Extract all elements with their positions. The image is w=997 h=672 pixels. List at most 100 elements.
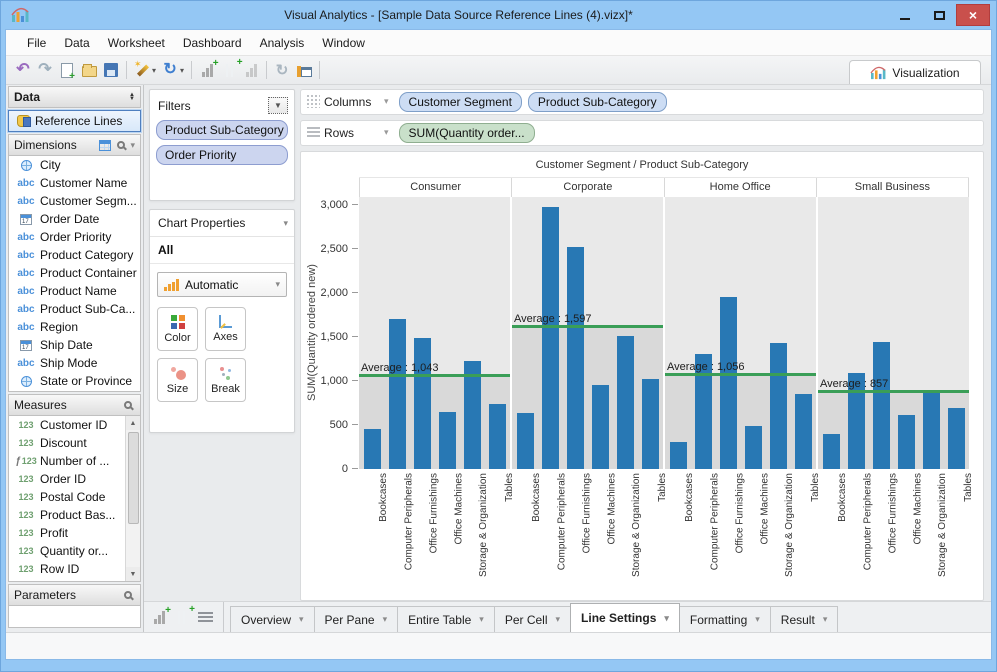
chart-canvas[interactable]: Customer Segment / Product Sub-Category … [300, 150, 984, 601]
field-item[interactable]: abc Product Sub-Ca... [9, 300, 140, 318]
new-document-button[interactable] [56, 59, 78, 82]
columns-pill[interactable]: Customer Segment [398, 91, 522, 112]
tab-per-pane[interactable]: Per Pane ▾ [313, 606, 399, 632]
bar[interactable] [642, 379, 660, 469]
columns-shelf[interactable]: Columns ▾ Customer Segment Product Sub-Ca… [300, 89, 984, 115]
field-item[interactable]: abc Product Name [9, 282, 140, 300]
bar[interactable] [363, 429, 381, 469]
tab-result[interactable]: Result ▾ [769, 606, 839, 632]
bar[interactable] [617, 336, 635, 469]
chart-pane[interactable]: Average : 1,043 [359, 196, 510, 469]
bar[interactable] [948, 408, 966, 469]
undo-button[interactable]: ↶ [12, 59, 34, 81]
bar[interactable] [566, 247, 584, 469]
bar[interactable] [516, 413, 534, 469]
chevron-down-icon[interactable]: ▾ [283, 217, 288, 228]
field-item[interactable]: abc Order Priority [9, 228, 140, 246]
tab-formatting[interactable]: Formatting ▾ [678, 606, 771, 632]
search-icon[interactable] [124, 591, 132, 599]
refresh-dropdown-caret[interactable]: ▾ [180, 65, 185, 75]
average-reference-line[interactable] [512, 325, 663, 329]
bar[interactable] [464, 360, 482, 469]
sort-icon[interactable]: ▲ ▼ [129, 92, 135, 102]
search-icon[interactable] [124, 401, 132, 409]
chevron-down-icon[interactable]: ▾ [299, 614, 304, 624]
field-item[interactable]: 123 Postal Code [9, 488, 125, 506]
save-button[interactable] [100, 59, 122, 81]
minimize-button[interactable] [888, 4, 922, 26]
field-item[interactable]: abc Product Container [9, 264, 140, 282]
reference-lines-item[interactable]: Reference Lines [7, 109, 142, 133]
filter-pill[interactable]: Product Sub-Category [156, 120, 288, 140]
average-reference-line[interactable] [818, 390, 969, 394]
menu-item-analysis[interactable]: Analysis [259, 35, 305, 50]
average-reference-line[interactable] [665, 372, 816, 376]
tab-overview[interactable]: Overview ▾ [230, 606, 315, 632]
chevron-down-icon[interactable]: ▾ [382, 614, 388, 624]
add-chart-button[interactable]: + [196, 58, 219, 81]
bar[interactable] [439, 412, 457, 469]
wizard-button[interactable] [131, 59, 153, 81]
columns-pill[interactable]: Product Sub-Category [527, 91, 667, 112]
field-item[interactable]: 123 Customer ID [9, 416, 125, 434]
field-item[interactable]: State or Province [9, 372, 140, 390]
chevron-down-icon[interactable]: ▾ [822, 614, 828, 624]
chevron-down-icon[interactable]: ▾ [130, 139, 135, 150]
visualization-tab[interactable]: Visualization [849, 60, 981, 84]
bar[interactable] [694, 353, 712, 469]
rows-shelf[interactable]: Rows ▾ SUM(Quantity order... [300, 119, 984, 146]
filters-dropdown-button[interactable]: ▼ [268, 97, 288, 114]
chart-type-select[interactable]: Automatic ▾ [157, 272, 287, 297]
field-item[interactable]: ƒ123 Number of ... [9, 452, 125, 470]
field-item[interactable]: Ship Date [9, 336, 140, 354]
bar[interactable] [745, 425, 763, 469]
data-panel-header[interactable]: Data ▲ ▼ [8, 86, 141, 108]
tab-entire-table[interactable]: Entire Table ▾ [397, 606, 495, 632]
menu-item-file[interactable]: File [27, 35, 47, 50]
wizard-dropdown-caret[interactable]: ▾ [152, 65, 157, 75]
bar[interactable] [923, 390, 941, 469]
color-button[interactable]: Color [157, 307, 198, 351]
field-item[interactable]: abc Customer Name [9, 174, 140, 192]
scroll-up-icon[interactable]: ▲ [126, 416, 140, 430]
chart-export-button[interactable] [293, 59, 315, 81]
menu-item-worksheet[interactable]: Worksheet [107, 35, 165, 50]
bar[interactable] [719, 297, 737, 469]
close-button[interactable]: × [956, 4, 990, 26]
field-item[interactable]: 123 Discount [9, 434, 125, 452]
rows-pill[interactable]: SUM(Quantity order... [398, 122, 535, 143]
dimensions-header[interactable]: Dimensions ▾ [8, 134, 141, 156]
axes-button[interactable]: Axes [205, 307, 246, 351]
field-item[interactable]: 123 Quantity or... [9, 542, 125, 560]
chevron-down-icon[interactable]: ▾ [479, 614, 484, 624]
bar[interactable] [822, 434, 840, 469]
add-crosstab-icon[interactable]: + [175, 604, 195, 624]
chevron-down-icon[interactable]: ▾ [755, 614, 760, 624]
field-item[interactable]: Order Date [9, 210, 140, 228]
tab-per-cell[interactable]: Per Cell ▾ [493, 606, 572, 632]
bar[interactable] [541, 207, 559, 469]
parameters-header[interactable]: Parameters [8, 584, 141, 606]
field-item[interactable]: abc Region [9, 318, 140, 336]
break-button[interactable]: Break [205, 358, 246, 402]
refresh-button[interactable]: ↻ [159, 59, 181, 81]
bar[interactable] [795, 393, 813, 469]
chevron-down-icon[interactable]: ▾ [384, 127, 389, 138]
field-item[interactable]: 123 Profit [9, 524, 125, 542]
measures-header[interactable]: Measures [8, 394, 141, 416]
field-item[interactable]: City [9, 156, 140, 174]
scroll-down-icon[interactable]: ▼ [126, 567, 140, 581]
add-chart-icon[interactable]: + [154, 605, 171, 624]
bar[interactable] [413, 337, 431, 469]
size-button[interactable]: Size [157, 358, 198, 402]
field-item[interactable]: abc Customer Segm... [9, 192, 140, 210]
measures-scrollbar[interactable]: ▲ ▼ [125, 416, 140, 581]
bar[interactable] [489, 404, 507, 469]
average-reference-line[interactable] [359, 374, 510, 378]
bar[interactable] [847, 372, 865, 469]
field-item[interactable]: abc Product Category [9, 246, 140, 264]
tab-line-settings[interactable]: Line Settings ▾ [570, 603, 680, 632]
add-crosstab-button[interactable]: + [218, 57, 243, 81]
field-item[interactable]: 123 Product Bas... [9, 506, 125, 524]
bar-chart-button[interactable] [240, 59, 262, 81]
